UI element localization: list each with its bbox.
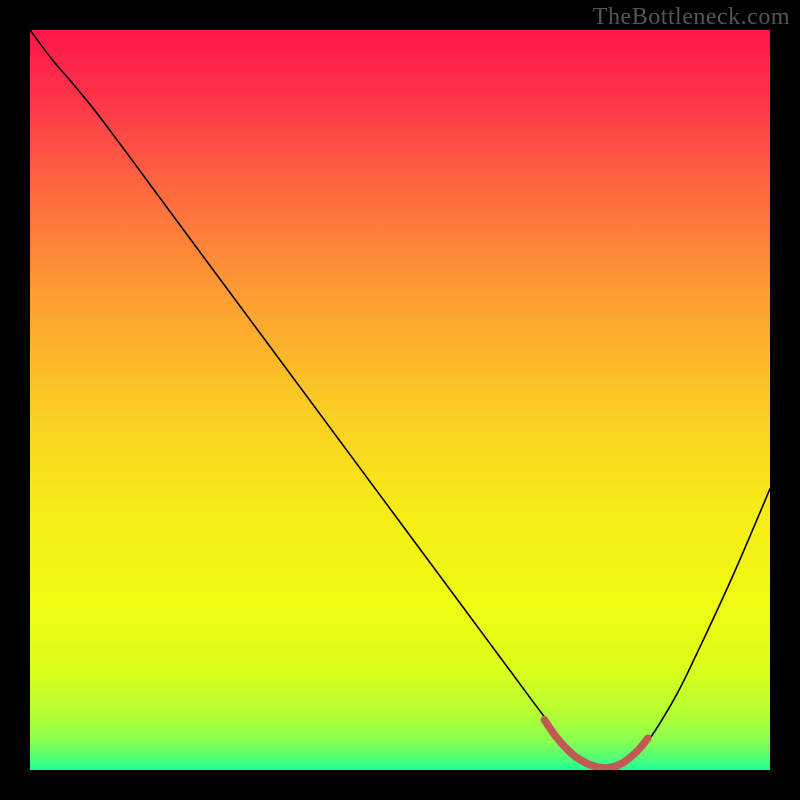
chart-svg [30,30,770,770]
watermark-text: TheBottleneck.com [593,4,790,31]
chart-frame: TheBottleneck.com [0,0,800,800]
gradient-background [30,30,770,770]
plot-area [30,30,770,770]
